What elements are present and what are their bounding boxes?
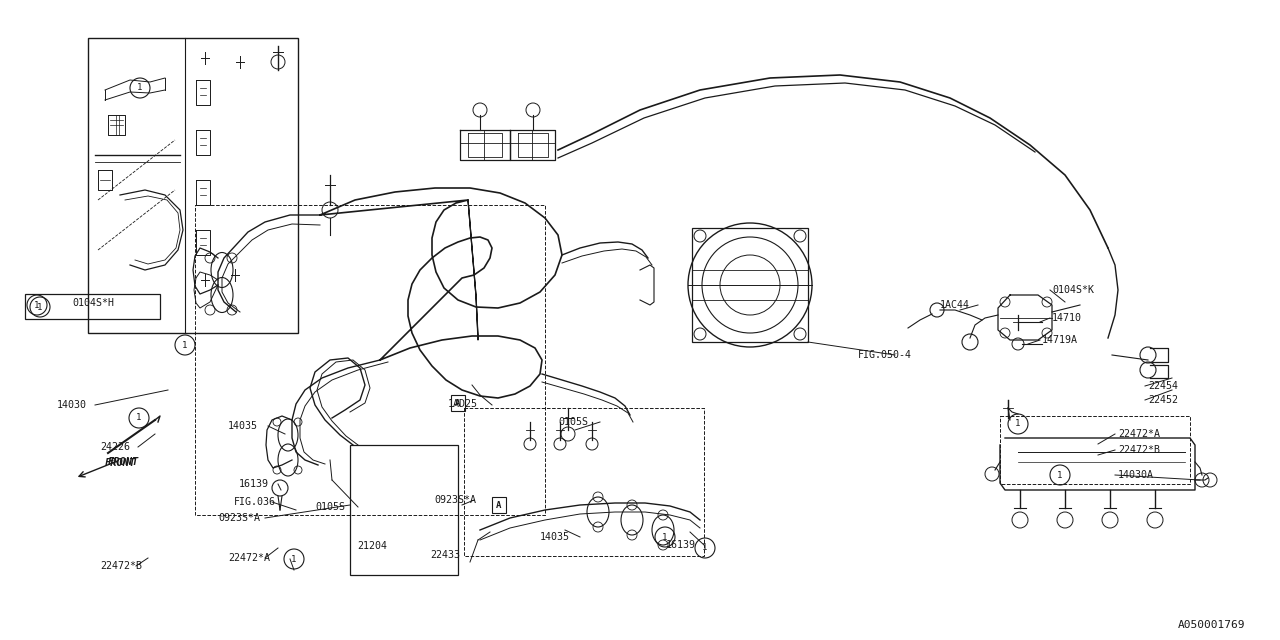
Text: 14030A: 14030A [1117,470,1155,480]
Text: A050001769: A050001769 [1178,620,1245,630]
Text: 24226: 24226 [100,442,131,452]
Text: 14035: 14035 [540,532,570,542]
Text: 22472*A: 22472*A [228,553,270,563]
Bar [465,408,704,556]
Text: 1: 1 [1015,419,1020,429]
Text: 0104S*H: 0104S*H [72,298,114,308]
Text: 1: 1 [292,554,297,563]
Text: 1: 1 [136,413,142,422]
Bar [492,497,506,513]
Text: 0923S*A: 0923S*A [434,495,476,505]
Bar [195,205,545,515]
Text: 14710: 14710 [1052,313,1082,323]
Bar [26,294,160,319]
Text: 14030: 14030 [58,400,87,410]
Bar [349,445,458,575]
Text: 21204: 21204 [357,541,387,551]
Text: 1AC44: 1AC44 [940,300,970,310]
Text: 22472*A: 22472*A [1117,429,1160,439]
Text: 1AD25: 1AD25 [448,399,477,409]
Text: 14719A: 14719A [1042,335,1078,345]
Text: A: A [456,399,461,408]
Text: 14035: 14035 [228,421,259,431]
Text: 22472*B: 22472*B [100,561,142,571]
Text: FIG.050-4: FIG.050-4 [858,350,911,360]
Text: FRONT: FRONT [108,457,140,467]
Text: 22433: 22433 [430,550,460,560]
Text: 1: 1 [662,532,668,541]
Text: 16139: 16139 [666,540,696,550]
Text: 22454: 22454 [1148,381,1178,391]
Text: FRONT: FRONT [105,458,136,468]
Text: 1: 1 [703,543,708,552]
Text: 0105S: 0105S [558,417,588,427]
Text: 16139: 16139 [239,479,269,489]
Text: 1: 1 [37,303,42,312]
Bar [1000,416,1190,484]
Bar [88,38,298,333]
Text: 22452: 22452 [1148,395,1178,405]
Text: 22472*B: 22472*B [1117,445,1160,455]
Text: 0923S*A: 0923S*A [218,513,260,523]
Text: 0105S: 0105S [315,502,346,512]
Text: 0104S*K: 0104S*K [1052,285,1094,295]
Bar [692,228,808,342]
Text: 1: 1 [182,340,188,349]
Text: 1: 1 [1057,470,1062,479]
Text: FIG.036: FIG.036 [234,497,276,507]
Text: A: A [497,500,502,509]
Text: 1: 1 [137,83,142,93]
Text: 1: 1 [35,301,40,310]
Bar [451,395,465,411]
